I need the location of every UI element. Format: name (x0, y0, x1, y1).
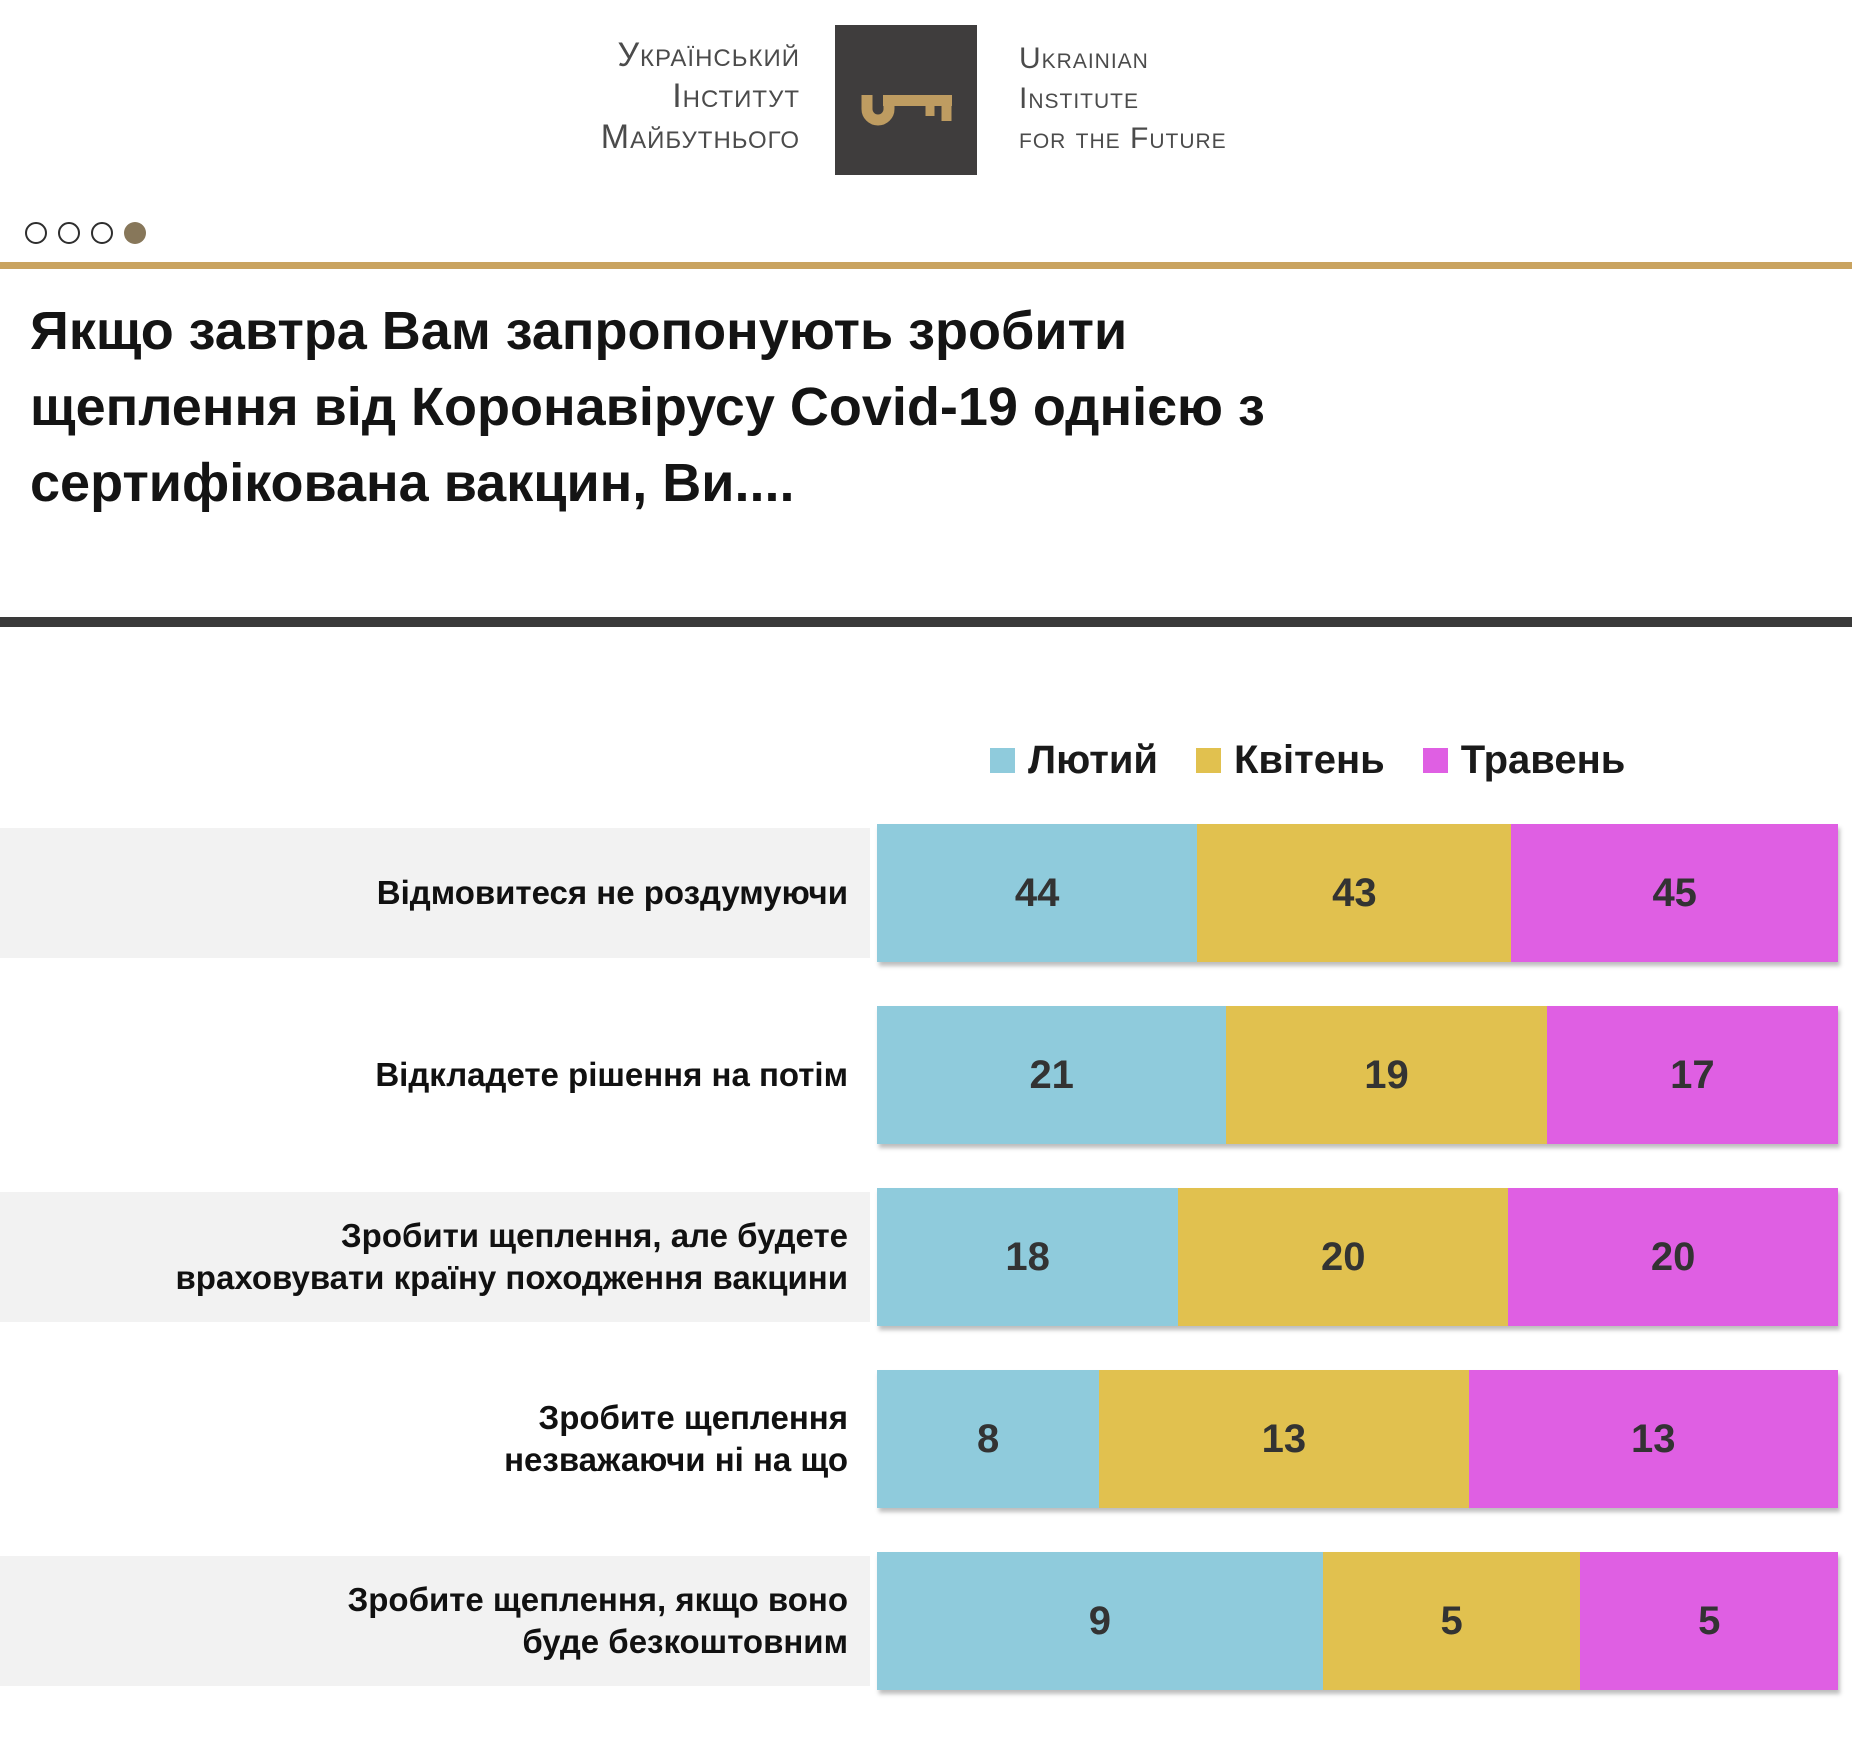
logo-en-line: for the Future (1019, 122, 1227, 155)
logo-uk-line: Майбутнього (600, 118, 800, 156)
org-logo: Український Інститут Майбутнього Ukraini… (455, 25, 1852, 175)
category-label: Зробите щеплення, якщо воно буде безкошт… (347, 1580, 848, 1660)
bar-segment-Квітень: 5 (1322, 1552, 1581, 1690)
bar-segment-Лютий: 9 (877, 1552, 1323, 1690)
legend-label: Лютий (1028, 737, 1158, 782)
row-background-band (0, 1192, 870, 1322)
bar-segment-Квітень: 19 (1226, 1006, 1547, 1144)
chart-row: Відмовитеся не роздумуючи 44 43 45 (0, 824, 1852, 962)
legend-item: Травень (1422, 737, 1626, 783)
category-label: Зробите щеплення незважаючи ні на що (504, 1398, 848, 1478)
bar-segment-Травень: 5 (1580, 1552, 1838, 1690)
stacked-bar-chart: Лютий Квітень Травень Відмовитеся не розду… (0, 627, 1852, 1734)
title-line: Якщо завтра Вам запропонують зробити (30, 301, 1128, 361)
stacked-bar: 18 20 20 (877, 1188, 1838, 1326)
chart-rows: Відмовитеся не роздумуючи 44 43 45 Відкладет… (0, 824, 1852, 1690)
bar-segment-Лютий: 18 (877, 1188, 1179, 1326)
stacked-bar: 8 13 13 (877, 1370, 1838, 1508)
bar-segment-Лютий: 44 (877, 824, 1198, 962)
carousel-dots (25, 222, 146, 244)
row-background-band (0, 828, 870, 958)
bar-segment-Травень: 17 (1546, 1006, 1838, 1144)
key-icon (861, 95, 952, 126)
legend-label: Травень (1460, 737, 1626, 782)
chart-legend: Лютий Квітень Травень (990, 735, 1852, 785)
chart-row: Зробите щеплення незважаючи ні на що 8 13 1… (0, 1370, 1852, 1508)
page-title: Якщо завтра Вам запропонують зробити щеп… (0, 269, 1852, 521)
bar-segment-Травень: 20 (1508, 1188, 1838, 1326)
logo-en-line: Institute (1019, 82, 1139, 115)
chart-row: Зробите щеплення, якщо воно буде безкошт… (0, 1552, 1852, 1690)
logo-text-ukrainian: Український Інститут Майбутнього (455, 25, 800, 158)
legend-swatch (1422, 747, 1448, 773)
gold-divider (0, 262, 1852, 269)
category-label: Зробити щеплення, але будете враховувати… (175, 1216, 848, 1296)
stacked-bar: 21 19 17 (877, 1006, 1838, 1144)
legend-swatch (1196, 747, 1221, 773)
logo-mark (835, 25, 977, 175)
bar-segment-Травень: 45 (1511, 824, 1838, 962)
legend-swatch (990, 747, 1015, 773)
legend-item: Лютий (990, 738, 1158, 783)
legend-label: Квітень (1234, 737, 1385, 782)
category-label: Відмовитеся не роздумуючи (376, 873, 848, 911)
carousel-dot-active[interactable] (124, 222, 146, 244)
carousel-dot[interactable] (25, 222, 47, 244)
legend-item: Квітень (1196, 738, 1385, 783)
carousel-dot[interactable] (91, 222, 113, 244)
bar-segment-Квітень: 43 (1197, 824, 1512, 962)
carousel-dot[interactable] (58, 222, 80, 244)
row-background-band (0, 1556, 870, 1686)
logo-text-english: Ukrainian Institute for the Future (1019, 25, 1227, 159)
logo-uk-line: Український (617, 36, 800, 74)
stacked-bar: 44 43 45 (877, 824, 1838, 962)
bar-segment-Лютий: 8 (877, 1370, 1100, 1508)
title-line: сертифікована вакцин, Ви.... (30, 453, 795, 513)
logo-uk-line: Інститут (672, 77, 800, 115)
bar-segment-Квітень: 13 (1099, 1370, 1469, 1508)
bar-segment-Квітень: 20 (1178, 1188, 1509, 1326)
bar-segment-Травень: 13 (1468, 1370, 1838, 1508)
title-divider (0, 617, 1852, 627)
category-label: Відкладете рішення на потім (375, 1055, 848, 1093)
bar-segment-Лютий: 21 (877, 1006, 1227, 1144)
chart-row: Зробити щеплення, але будете враховувати… (0, 1188, 1852, 1326)
chart-row: Відкладете рішення на потім 21 19 17 (0, 1006, 1852, 1144)
title-line: щеплення від Коронавірусу Covid-19 одніє… (30, 377, 1265, 437)
logo-en-line: Ukrainian (1019, 42, 1149, 75)
